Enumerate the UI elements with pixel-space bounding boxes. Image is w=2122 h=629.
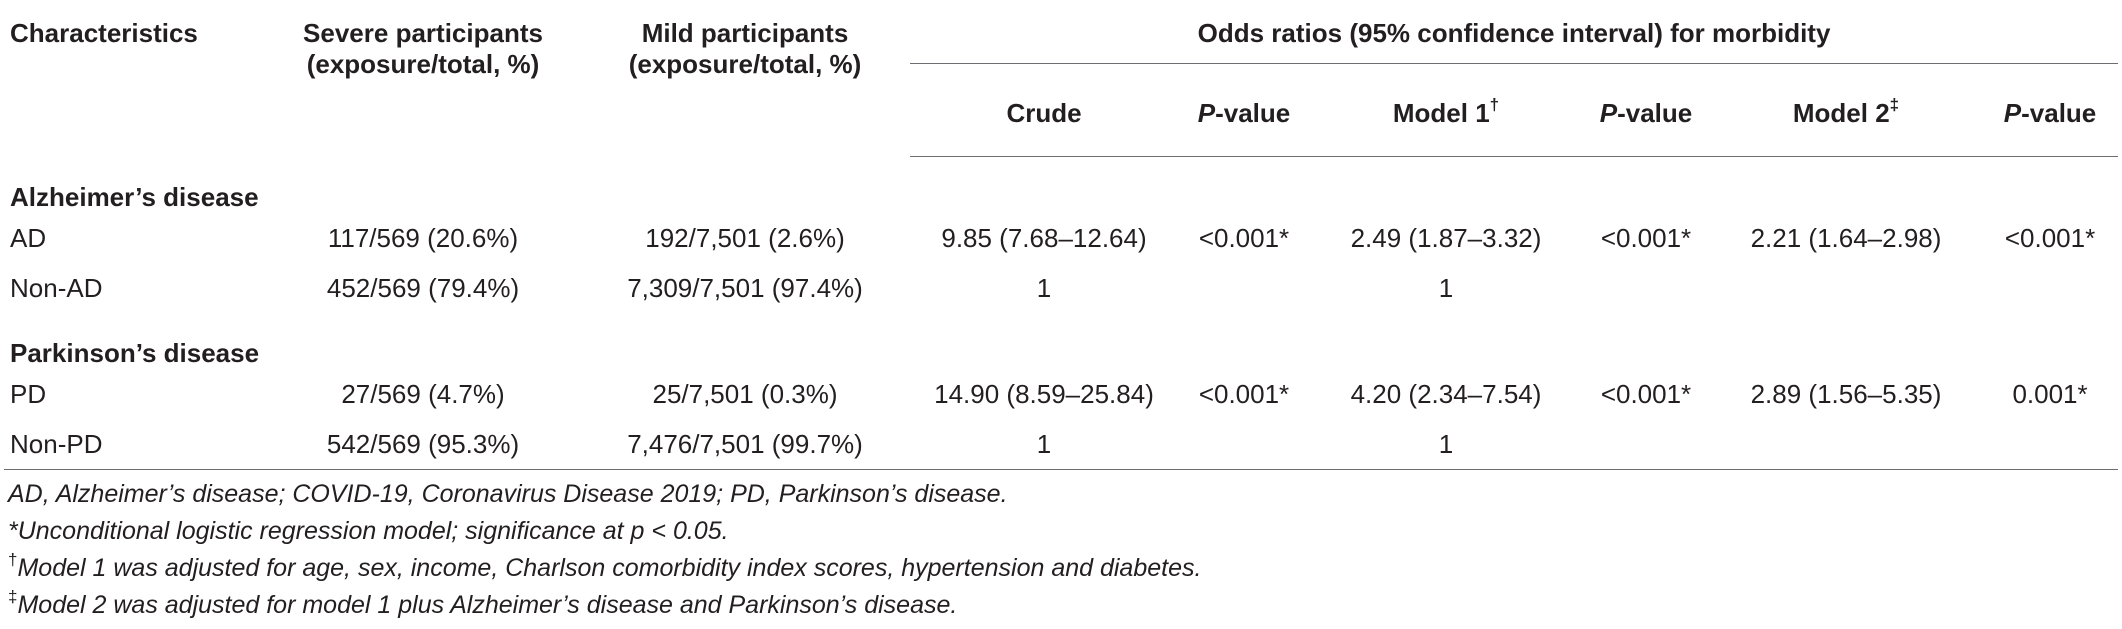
footnote-model1: †Model 1 was adjusted for age, sex, inco…	[8, 550, 2122, 587]
header-pvalue-2-suffix: -value	[1617, 98, 1693, 128]
header-pvalue-1-p: P	[1197, 98, 1216, 128]
header-characteristics-label: Characteristics	[10, 18, 198, 48]
section-title: Parkinson’s disease	[10, 338, 260, 368]
row-label: Non-PD	[4, 419, 266, 470]
header-crude: Crude	[910, 74, 1178, 157]
table-row: PD 27/569 (4.7%) 25/7,501 (0.3%) 14.90 (…	[4, 369, 2118, 419]
header-model2: Model 2‡	[1710, 74, 1982, 157]
header-severe-line2: (exposure/total, %)	[306, 49, 540, 79]
header-model2-label: Model 2	[1792, 98, 1890, 128]
cell-crude: 14.90 (8.59–25.84)	[934, 378, 1154, 409]
cell-mild: 25/7,501 (0.3%)	[652, 378, 838, 409]
cell-mild: 192/7,501 (2.6%)	[645, 222, 845, 253]
header-severe-line1: Severe participants	[303, 18, 543, 48]
cell-model2: 2.21 (1.64–2.98)	[1750, 222, 1942, 253]
header-characteristics: Characteristics	[4, 0, 266, 157]
cell-crude: 1	[910, 419, 1178, 470]
table-row: Non-PD 542/569 (95.3%) 7,476/7,501 (99.7…	[4, 419, 2119, 470]
header-pvalue-2: P-value	[1582, 74, 1710, 157]
cell-pvalue-3	[1982, 263, 2118, 313]
row-label: Non-AD	[10, 272, 103, 303]
section-row-parkinsons: Parkinson’s disease	[4, 313, 2118, 369]
header-crude-label: Crude	[1006, 98, 1082, 128]
cell-mild: 7,309/7,501 (97.4%)	[627, 272, 863, 303]
cell-mild: 7,476/7,501 (99.7%)	[580, 419, 910, 470]
cell-model1: 4.20 (2.34–7.54)	[1350, 378, 1542, 409]
header-model1-label: Model 1	[1392, 98, 1490, 128]
cell-pvalue-2	[1582, 419, 1710, 470]
header-mild: Mild participants (exposure/total, %)	[580, 0, 910, 157]
cell-pvalue-2	[1582, 263, 1710, 313]
row-label: PD	[10, 378, 47, 409]
header-odds-group: Odds ratios (95% confidence interval) fo…	[910, 0, 2119, 74]
cell-pvalue-3: 0.001*	[2012, 378, 2088, 409]
footnote-model2: ‡Model 2 was adjusted for model 1 plus A…	[8, 587, 2122, 624]
header-pvalue-3: P-value	[1982, 74, 2119, 157]
footnote-model2-text: Model 2 was adjusted for model 1 plus Al…	[17, 591, 958, 619]
cell-severe: 117/569 (20.6%)	[327, 222, 519, 253]
footnote-model1-text: Model 1 was adjusted for age, sex, incom…	[17, 554, 1202, 582]
footnote-double-dagger: ‡	[8, 586, 18, 606]
cell-model2	[1710, 263, 1982, 313]
cell-model2	[1710, 419, 1982, 470]
results-table: Characteristics Severe participants (exp…	[4, 0, 2119, 470]
cell-pvalue-1: <0.001*	[1198, 222, 1290, 253]
footnote-dagger: †	[8, 549, 18, 569]
row-label: AD	[10, 222, 47, 253]
cell-model1: 1	[1438, 272, 1454, 303]
header-mild-line2: (exposure/total, %)	[628, 49, 862, 79]
cell-pvalue-1	[1178, 263, 1310, 313]
cell-pvalue-3: <0.001*	[2004, 222, 2096, 253]
cell-severe: 27/569 (4.7%)	[341, 378, 505, 409]
cell-crude: 1	[1036, 272, 1052, 303]
cell-pvalue-2: <0.001*	[1600, 222, 1692, 253]
cell-pvalue-2: <0.001*	[1600, 378, 1692, 409]
header-model2-double-dagger: ‡	[1889, 95, 1900, 115]
header-pvalue-1: P-value	[1178, 74, 1310, 157]
header-odds-title: Odds ratios (95% confidence interval) fo…	[910, 18, 2119, 64]
header-pvalue-1-suffix: -value	[1215, 98, 1291, 128]
header-pvalue-2-p: P	[1599, 98, 1618, 128]
footnote-significance: *Unconditional logistic regression model…	[8, 517, 729, 545]
header-severe: Severe participants (exposure/total, %)	[266, 0, 580, 157]
cell-severe: 452/569 (79.4%)	[326, 272, 520, 303]
header-pvalue-3-suffix: -value	[2021, 98, 2097, 128]
header-model1: Model 1†	[1310, 74, 1582, 157]
footnote-abbreviations: AD, Alzheimer’s disease; COVID-19, Coron…	[8, 480, 1008, 508]
cell-pvalue-1	[1178, 419, 1310, 470]
cell-crude: 9.85 (7.68–12.64)	[941, 222, 1147, 253]
header-mild-line1: Mild participants	[641, 18, 849, 48]
section-row-alzheimers: Alzheimer’s disease	[4, 157, 2118, 214]
header-model1-dagger: †	[1489, 95, 1500, 115]
cell-severe: 542/569 (95.3%)	[266, 419, 580, 470]
footnotes: AD, Alzheimer’s disease; COVID-19, Coron…	[8, 476, 2122, 624]
cell-model2: 2.89 (1.56–5.35)	[1750, 378, 1942, 409]
cell-pvalue-1: <0.001*	[1198, 378, 1290, 409]
table-row: AD 117/569 (20.6%) 192/7,501 (2.6%) 9.85…	[4, 213, 2118, 263]
table-row: Non-AD 452/569 (79.4%) 7,309/7,501 (97.4…	[4, 263, 2118, 313]
section-title: Alzheimer’s disease	[10, 182, 259, 212]
cell-model1: 1	[1310, 419, 1582, 470]
cell-model1: 2.49 (1.87–3.32)	[1350, 222, 1542, 253]
cell-pvalue-3	[1982, 419, 2119, 470]
header-pvalue-3-p: P	[2003, 98, 2022, 128]
